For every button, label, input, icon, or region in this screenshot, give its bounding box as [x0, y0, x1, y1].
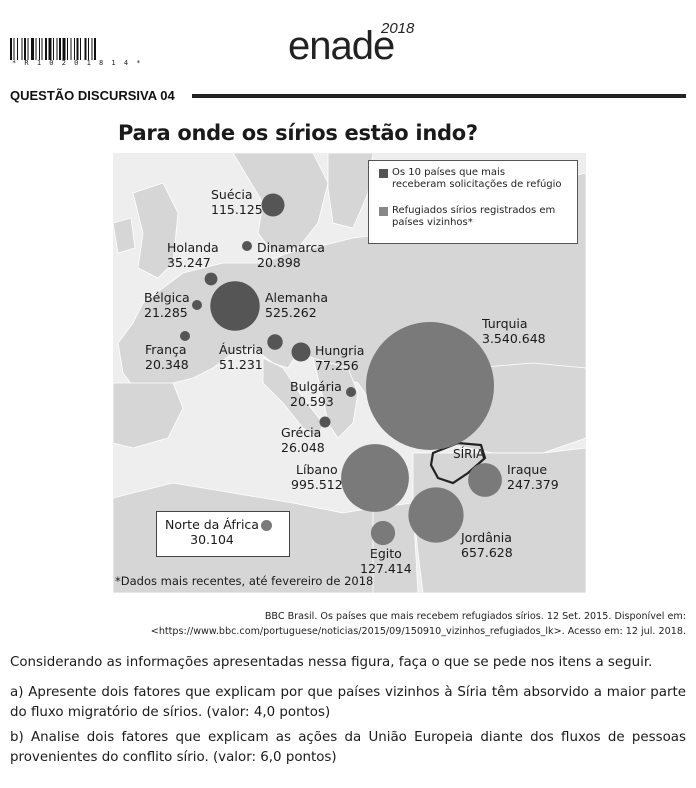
- country-name: Áustria: [219, 342, 264, 357]
- north-africa-box: Norte da África 30.104: [156, 511, 290, 557]
- country-value: 3.540.648: [482, 331, 546, 346]
- syria-outline: [429, 441, 487, 485]
- legend-text-line1: Os 10 países que mais: [392, 167, 506, 178]
- bubble-turquia: [366, 322, 494, 450]
- label-libano: Líbano 995.512: [291, 462, 343, 492]
- country-name: Iraque: [507, 462, 548, 477]
- country-name: Egito: [369, 546, 402, 561]
- enade-logo: enade: [288, 24, 395, 68]
- country-value: 21.285: [144, 305, 188, 320]
- bubble-jordania: [408, 487, 464, 543]
- question-item-a: a) Apresente dois fatores que explicam p…: [10, 685, 686, 720]
- legend-text-line2: receberam solicitações de refúgio: [392, 179, 562, 190]
- country-value: 127.414: [360, 561, 412, 576]
- legend-text-line1: Refugiados sírios registrados em: [392, 205, 556, 216]
- bubble-hungria: [291, 342, 311, 362]
- bubble-egito: [370, 520, 396, 546]
- legend-swatch-neighbors: [379, 207, 388, 216]
- legend: Os 10 países que mais receberam solicita…: [368, 160, 578, 244]
- country-name: França: [145, 342, 187, 357]
- country-value: 20.593: [290, 394, 334, 409]
- uk: [132, 182, 179, 279]
- bubble-dinamarca: [242, 241, 252, 251]
- bubble-layer: [180, 193, 502, 546]
- legend-item-eu: Os 10 países que mais receberam solicita…: [379, 167, 574, 191]
- country-value: 26.048: [281, 440, 325, 455]
- country-name: Norte da África: [165, 517, 259, 532]
- label-bulgaria: Bulgária 20.593: [290, 379, 342, 409]
- ireland: [113, 217, 136, 254]
- label-hungria: Hungria 77.256: [315, 343, 364, 373]
- enade-logo-year: 2018: [381, 20, 415, 37]
- legend-item-neighbors: Refugiados sírios registrados em países …: [379, 205, 574, 229]
- barcode-number: * R 1 0 2 0 1 8 1 4 *: [12, 59, 143, 67]
- country-name: Turquia: [482, 316, 528, 331]
- label-belgica: Bélgica 21.285: [144, 290, 190, 320]
- country-value: 20.348: [145, 357, 189, 372]
- label-austria: Áustria 51.231: [219, 342, 263, 372]
- source-citation-line1: BBC Brasil. Os países que mais recebem r…: [264, 611, 686, 622]
- figure-title: Para onde os sírios estão indo?: [118, 121, 478, 145]
- country-name: Líbano: [296, 462, 338, 477]
- bubble-belgica: [192, 300, 202, 310]
- legend-text-line2: países vizinhos*: [392, 217, 473, 228]
- bubble-holanda: [204, 272, 218, 286]
- bubble-bulgaria: [346, 387, 356, 397]
- country-name: Alemanha: [265, 290, 329, 305]
- label-alemanha: Alemanha 525.262: [265, 290, 328, 320]
- country-name: Bélgica: [144, 290, 190, 305]
- label-dinamarca: Dinamarca 20.898: [257, 240, 325, 270]
- country-name: Suécia: [211, 187, 253, 202]
- country-value: 30.104: [190, 532, 234, 547]
- bubble-iraque: [468, 463, 502, 497]
- label-turquia: Turquia 3.540.648: [482, 316, 546, 346]
- country-value: 51.231: [219, 357, 263, 372]
- finland: [327, 153, 374, 229]
- barcode: [10, 38, 96, 60]
- country-name: Hungria: [315, 343, 365, 358]
- bubble-libano: [341, 444, 409, 512]
- label-norte-da-africa: Norte da África 30.104: [162, 517, 262, 547]
- label-holanda: Holanda 35.247: [167, 240, 219, 270]
- country-value: 657.628: [461, 545, 513, 560]
- label-franca: França 20.348: [145, 342, 189, 372]
- label-jordania: Jordânia 657.628: [461, 530, 513, 560]
- bubble-austria: [267, 334, 283, 350]
- country-name: Grécia: [281, 425, 322, 440]
- figure-footnote: *Dados mais recentes, até fevereiro de 2…: [115, 574, 374, 588]
- label-siria: SÍRIA: [453, 447, 485, 461]
- country-value: 35.247: [167, 255, 211, 270]
- country-value: 77.256: [315, 358, 359, 373]
- north-africa-bubble: [261, 520, 272, 531]
- country-name: Dinamarca: [257, 240, 325, 255]
- country-value: 995.512: [291, 477, 343, 492]
- country-value: 247.379: [507, 477, 559, 492]
- country-name: Jordânia: [461, 530, 512, 545]
- balkans-greece: [312, 357, 359, 439]
- bubble-franca: [180, 331, 190, 341]
- country-name: Holanda: [167, 240, 219, 255]
- country-value: 115.125: [211, 202, 263, 217]
- label-iraque: Iraque 247.379: [507, 462, 559, 492]
- country-value: 20.898: [257, 255, 301, 270]
- question-title: QUESTÃO DISCURSIVA 04: [10, 88, 175, 103]
- label-grecia: Grécia 26.048: [281, 425, 325, 455]
- italy: [262, 357, 324, 439]
- bubble-grecia: [319, 416, 331, 428]
- iberia: [113, 382, 184, 449]
- bubble-suecia: [261, 193, 285, 217]
- header-rule: [192, 94, 686, 98]
- question-intro: Considerando as informações apresentadas…: [10, 655, 653, 670]
- country-value: 525.262: [265, 305, 317, 320]
- source-citation-line2: <https://www.bbc.com/portuguese/noticias…: [150, 626, 686, 637]
- label-suecia: Suécia 115.125: [211, 187, 263, 217]
- legend-swatch-eu: [379, 169, 388, 178]
- label-egito: Egito 127.414: [360, 546, 412, 576]
- bubble-alemanha: [210, 281, 260, 331]
- question-item-b: b) Analise dois fatores que explicam as …: [10, 730, 686, 765]
- country-name: Bulgária: [290, 379, 342, 394]
